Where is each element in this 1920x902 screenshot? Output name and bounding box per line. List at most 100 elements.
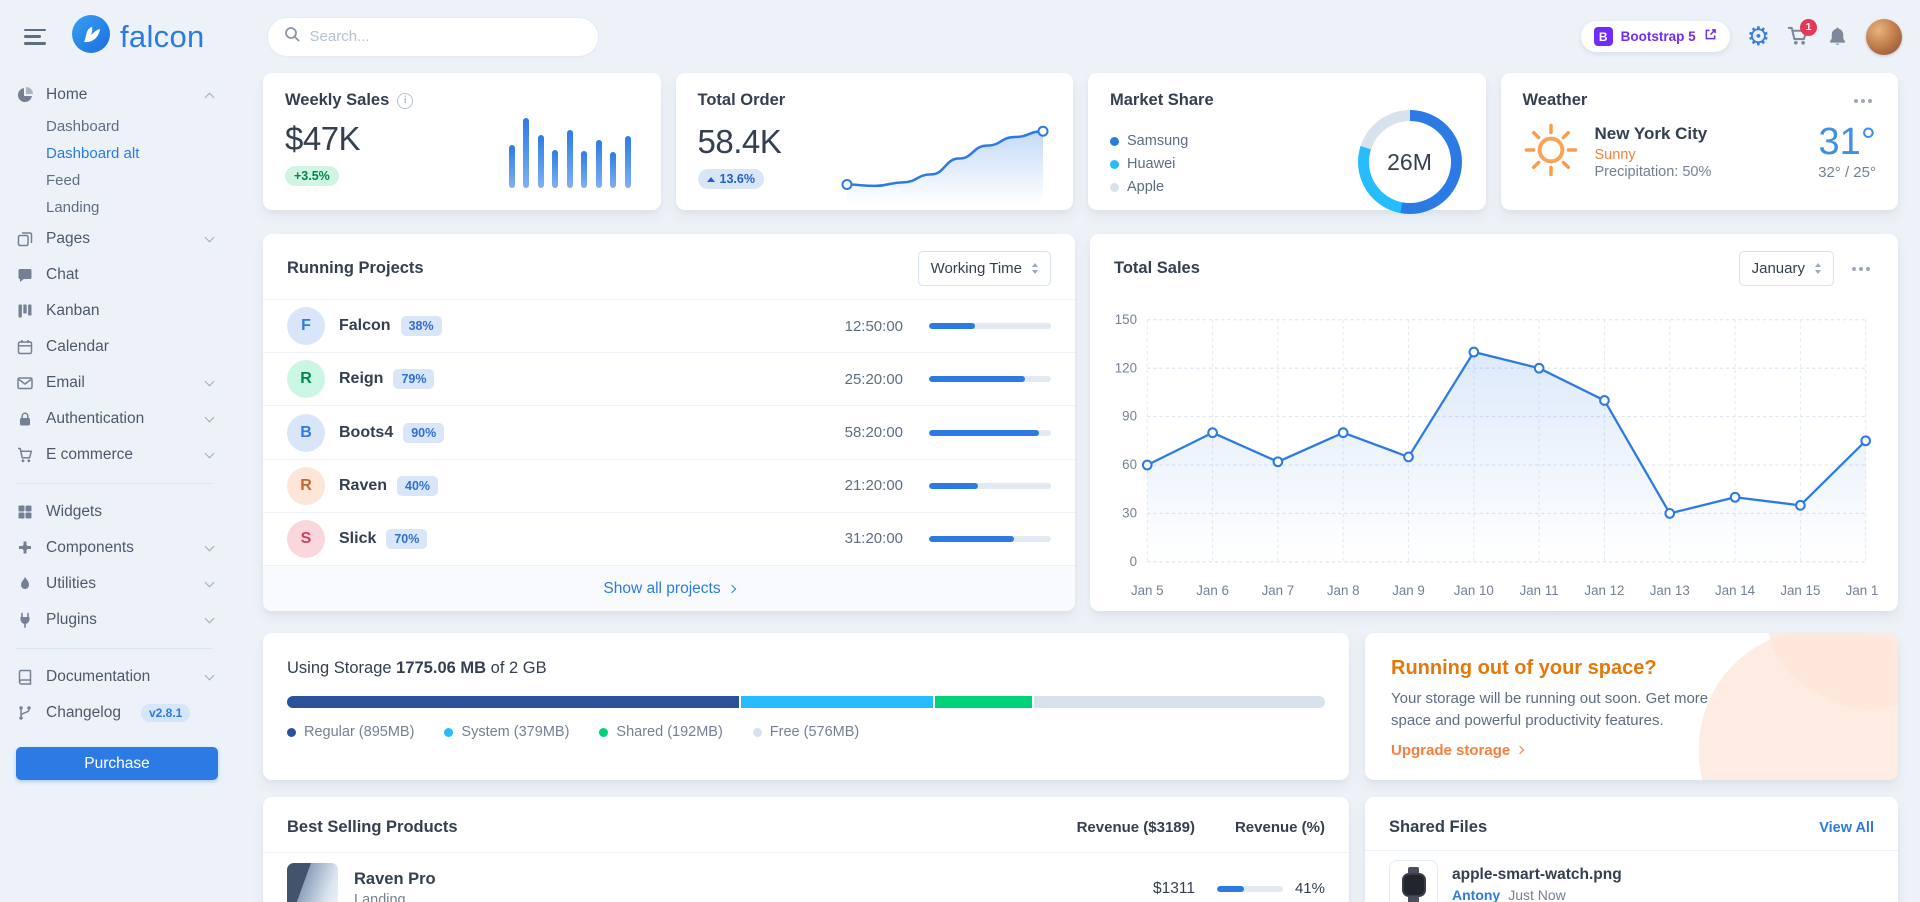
falcon-logo[interactable]: falcon — [72, 15, 205, 58]
weather-precipitation: Precipitation: 50% — [1594, 164, 1712, 180]
sidebar-item-label: Chat — [46, 266, 79, 283]
select-arrows-icon — [1032, 263, 1038, 274]
sidebar-item-email[interactable]: Email — [16, 365, 215, 401]
cart-button[interactable]: 1 — [1787, 18, 1817, 49]
sidebar-item-authentication[interactable]: Authentication — [16, 401, 215, 437]
chevron-down-icon — [204, 613, 215, 624]
svg-text:120: 120 — [1115, 360, 1137, 375]
sun-icon — [1523, 122, 1579, 183]
legend-item: Shared (192MB) — [599, 724, 723, 740]
project-name-link[interactable]: Slick — [339, 529, 377, 547]
legend-dot — [1110, 159, 1119, 169]
total-sales-menu-button[interactable] — [1848, 263, 1874, 275]
sidebar-item-label: Components — [46, 539, 134, 556]
pages-icon — [16, 231, 34, 247]
sidebar-item-components[interactable]: Components — [16, 530, 215, 566]
market-share-legend: Samsung Huawei Apple — [1110, 133, 1188, 195]
sidebar-item-dashboard[interactable]: Dashboard — [46, 118, 120, 135]
select-arrows-icon — [1815, 263, 1821, 274]
weekly-sales-bar-chart — [508, 114, 639, 188]
total-sales-title: Total Sales — [1114, 259, 1200, 277]
show-all-projects-link[interactable]: Show all projects — [603, 580, 736, 598]
weekly-sales-card: Weekly Sales $47K +3.5% — [263, 73, 661, 210]
chevron-down-icon — [204, 577, 215, 588]
hamburger-menu-button[interactable] — [24, 28, 46, 45]
file-owner-link[interactable]: Antony — [1452, 887, 1501, 902]
month-select[interactable]: January — [1738, 251, 1834, 286]
project-row: R Raven 40% 21:20:00 — [263, 458, 1075, 512]
pie-chart-icon — [16, 87, 34, 103]
project-avatar: B — [287, 413, 325, 452]
purchase-button[interactable]: Purchase — [16, 747, 218, 780]
product-name-link[interactable]: Raven Pro — [354, 869, 436, 888]
project-name-link[interactable]: Raven — [339, 476, 388, 494]
upgrade-storage-link[interactable]: Upgrade storage — [1391, 742, 1525, 759]
envelope-icon — [16, 375, 34, 391]
space-promo-card: Running out of your space? Your storage … — [1365, 633, 1898, 780]
book-icon — [16, 669, 34, 685]
settings-gear-button[interactable]: ⚙ — [1747, 24, 1770, 50]
sidebar-item-label: Widgets — [46, 503, 102, 520]
project-percent-badge: 90% — [403, 422, 445, 443]
sidebar-item-landing[interactable]: Landing — [46, 199, 100, 216]
sidebar-item-home[interactable]: Home — [16, 77, 215, 113]
lock-icon — [16, 411, 34, 427]
space-heading: Running out of your space? — [1391, 657, 1657, 679]
sidebar-item-dashboard-alt[interactable]: Dashboard alt — [46, 145, 140, 162]
sidebar-item-plugins[interactable]: Plugins — [16, 602, 215, 638]
legend-item: Regular (895MB) — [287, 724, 414, 740]
storage-card: Using Storage 1775.06 MB of 2 GB Regular… — [263, 633, 1349, 780]
project-name-link[interactable]: Boots4 — [339, 423, 394, 441]
total-order-value: 58.4K — [697, 123, 782, 160]
code-branch-icon — [16, 705, 34, 721]
svg-text:Jan 5: Jan 5 — [1131, 583, 1164, 598]
storage-progress-bar — [287, 696, 1325, 708]
sidebar-item-feed[interactable]: Feed — [46, 172, 81, 189]
fire-icon — [16, 576, 34, 592]
svg-text:Jan 15: Jan 15 — [1780, 583, 1820, 598]
svg-text:60: 60 — [1122, 457, 1137, 472]
working-time-select[interactable]: Working Time — [917, 251, 1051, 286]
sidebar-item-pages[interactable]: Pages — [16, 221, 215, 257]
search-box[interactable] — [266, 16, 599, 57]
grid-icon — [16, 504, 34, 520]
sidebar-item-ecommerce[interactable]: E commerce — [16, 437, 215, 473]
sidebar-item-kanban[interactable]: Kanban — [16, 293, 213, 329]
project-row: B Boots4 90% 58:20:00 — [263, 405, 1075, 458]
falcon-logo-icon — [72, 15, 110, 58]
file-thumbnail[interactable] — [1389, 860, 1438, 902]
svg-text:150: 150 — [1115, 312, 1137, 327]
project-avatar: F — [287, 307, 325, 346]
project-progress-bar — [929, 429, 1051, 436]
sidebar-item-chat[interactable]: Chat — [16, 257, 213, 293]
user-avatar[interactable] — [1866, 18, 1902, 55]
svg-text:Jan 14: Jan 14 — [1715, 583, 1756, 598]
view-all-link[interactable]: View All — [1819, 819, 1874, 836]
svg-text:Jan 13: Jan 13 — [1650, 583, 1690, 598]
legend-item: Huawei — [1110, 156, 1188, 172]
file-name-link[interactable]: apple-smart-watch.png — [1452, 866, 1622, 883]
sidebar-item-label: Changelog — [46, 704, 121, 721]
project-percent-badge: 40% — [397, 475, 439, 496]
project-name-link[interactable]: Falcon — [339, 317, 391, 335]
chevron-down-icon — [204, 412, 215, 423]
bootstrap-badge[interactable]: B Bootstrap 5 — [1580, 21, 1730, 52]
project-avatar: S — [287, 519, 325, 558]
notifications-button[interactable] — [1826, 25, 1849, 49]
info-icon[interactable] — [397, 92, 414, 109]
project-time: 21:20:00 — [844, 477, 903, 495]
sidebar-item-utilities[interactable]: Utilities — [16, 566, 215, 602]
weather-range: 32° / 25° — [1818, 164, 1876, 182]
sidebar-item-calendar[interactable]: Calendar — [16, 329, 213, 365]
search-input[interactable] — [309, 28, 582, 45]
product-category-link[interactable]: Landing — [354, 891, 406, 902]
weather-temperature: 31° — [1818, 120, 1876, 163]
product-thumbnail[interactable] — [287, 863, 338, 902]
sidebar-item-documentation[interactable]: Documentation — [16, 659, 215, 695]
project-name-link[interactable]: Reign — [339, 370, 384, 388]
sidebar-item-widgets[interactable]: Widgets — [16, 494, 213, 530]
shared-files-card: Shared Files View All apple-smart-watch.… — [1365, 797, 1898, 902]
sidebar-item-changelog[interactable]: Changelog v2.8.1 — [16, 695, 213, 731]
product-revenue: $1311 — [1153, 879, 1195, 897]
weather-menu-button[interactable] — [1850, 95, 1876, 107]
